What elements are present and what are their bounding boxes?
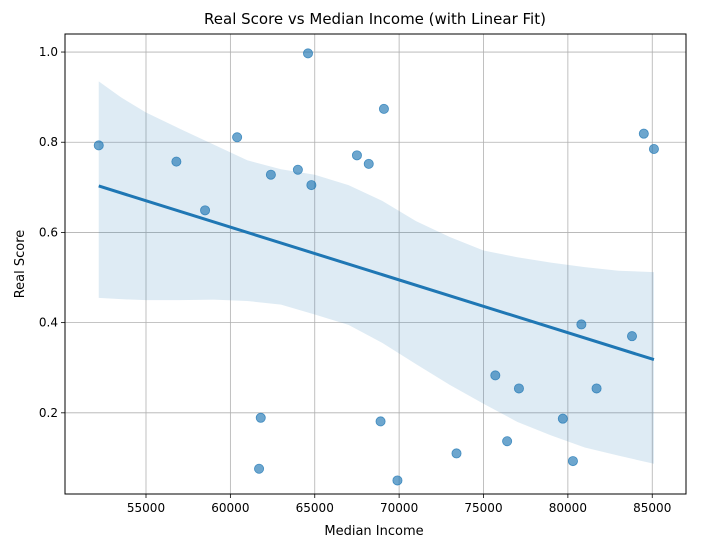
data-point <box>292 164 303 175</box>
x-tick-label: 55000 <box>127 501 165 515</box>
data-point <box>502 436 513 447</box>
data-point <box>255 412 266 423</box>
data-point <box>513 383 524 394</box>
data-point <box>232 132 243 143</box>
data-point <box>200 205 211 216</box>
y-tick-label: 0.4 <box>39 316 58 330</box>
axes-layer <box>64 33 687 495</box>
x-tick-label: 70000 <box>380 501 418 515</box>
data-point <box>576 319 587 330</box>
x-tick-label: 65000 <box>296 501 334 515</box>
plot-frame <box>64 33 687 495</box>
y-tick-label: 0.8 <box>39 135 58 149</box>
data-point <box>93 140 104 151</box>
data-point <box>557 413 568 424</box>
data-point <box>490 370 501 381</box>
data-point <box>638 128 649 139</box>
x-axis-label: Median Income <box>324 524 423 539</box>
data-point <box>591 383 602 394</box>
y-axis-label: Real Score <box>13 230 28 299</box>
data-point <box>363 158 374 169</box>
data-point <box>302 48 313 59</box>
data-point <box>171 156 182 167</box>
data-point <box>254 463 265 474</box>
y-tick-label: 0.6 <box>39 225 58 239</box>
x-tick-label: 85000 <box>633 501 671 515</box>
data-point <box>627 331 638 342</box>
fit-line <box>98 184 655 362</box>
y-tick-label: 1.0 <box>39 45 58 59</box>
ticks-layer: 55000 60000 65000 70000 75000 80000 85000 0.2 0.… <box>39 45 671 515</box>
data-point <box>306 180 317 191</box>
x-tick-label: 60000 <box>211 501 249 515</box>
data-point <box>567 456 578 467</box>
data-point <box>265 169 276 180</box>
fit-line-layer <box>98 184 655 362</box>
grid-layer <box>65 34 686 494</box>
data-point <box>451 448 462 459</box>
x-tick-label: 80000 <box>549 501 587 515</box>
x-tick-label: 75000 <box>464 501 502 515</box>
data-point <box>648 143 659 154</box>
data-point <box>351 150 362 161</box>
data-point <box>375 416 386 427</box>
data-point <box>378 103 389 114</box>
chart-title: Real Score vs Median Income (with Linear… <box>204 10 546 28</box>
y-tick-label: 0.2 <box>39 406 58 420</box>
data-point <box>392 475 403 486</box>
points-layer <box>93 48 659 486</box>
